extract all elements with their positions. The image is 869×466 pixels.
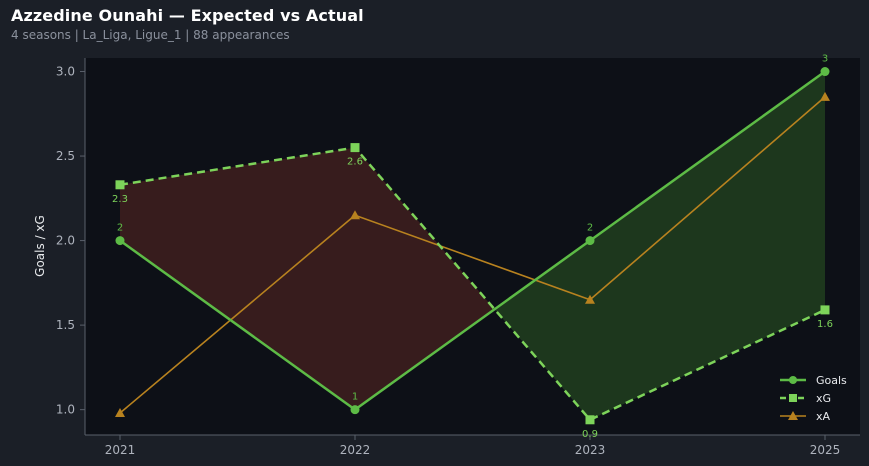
y-axis-label: Goals / xG [33, 215, 47, 277]
legend-label: Goals [816, 374, 847, 387]
series-line-xg [119, 146, 826, 422]
goals-data-label: 2 [587, 223, 593, 234]
series-lines [119, 70, 826, 422]
x-tick-label: 2021 [105, 443, 136, 457]
goals-point [585, 236, 595, 246]
goals-data-label: 3 [822, 54, 828, 65]
overperformance-fill [494, 240, 590, 420]
y-tick-label: 3.0 [56, 65, 75, 79]
x-tick-label: 2022 [340, 443, 371, 457]
xg-data-label: 0.9 [582, 429, 598, 440]
chart-subtitle: 4 seasons | La_Liga, Ligue_1 | 88 appear… [11, 28, 290, 42]
xg-point [115, 180, 125, 190]
y-tick-label: 1.0 [56, 403, 75, 417]
xa-point [585, 294, 595, 304]
chart-title: Azzedine Ounahi — Expected vs Actual [11, 6, 364, 25]
area-fills [120, 71, 825, 420]
series-line-xa [119, 96, 826, 414]
data-labels: 2 1 2 3 2.3 2.6 0.9 1.6 [112, 54, 833, 440]
goals-point [115, 236, 125, 246]
goals-point [820, 67, 830, 77]
goals-data-label: 2 [117, 223, 123, 234]
series-line-goals [119, 70, 826, 411]
legend-label: xG [816, 392, 831, 405]
xg-point [820, 305, 830, 315]
underperformance-fill [120, 147, 355, 410]
legend: Goals xG xA [780, 374, 847, 423]
goals-data-label: 1 [352, 392, 358, 403]
axis-ticks: 1.0 1.5 2.0 2.5 3.0 2021 2022 2023 2025 [56, 65, 840, 457]
series-markers [115, 67, 830, 425]
xa-point [115, 408, 125, 418]
x-tick-label: 2023 [575, 443, 606, 457]
xg-data-label: 2.6 [347, 157, 363, 168]
chart-header: Azzedine Ounahi — Expected vs Actual 4 s… [11, 6, 364, 42]
legend-marker [789, 376, 797, 384]
legend-label: xA [816, 410, 831, 423]
y-tick-label: 1.5 [56, 318, 75, 332]
xg-data-label: 2.3 [112, 194, 128, 205]
xg-data-label: 1.6 [817, 319, 833, 330]
underperformance-fill [355, 147, 495, 410]
x-tick-label: 2025 [810, 443, 841, 457]
legend-marker [789, 394, 797, 402]
goals-point [350, 405, 360, 415]
y-tick-label: 2.5 [56, 149, 75, 163]
xg-point [585, 415, 595, 425]
xa-point [350, 210, 360, 220]
y-tick-label: 2.0 [56, 234, 75, 248]
xg-point [350, 143, 360, 153]
legend-marker [788, 411, 798, 420]
xa-point [820, 91, 830, 101]
overperformance-fill [590, 71, 825, 420]
